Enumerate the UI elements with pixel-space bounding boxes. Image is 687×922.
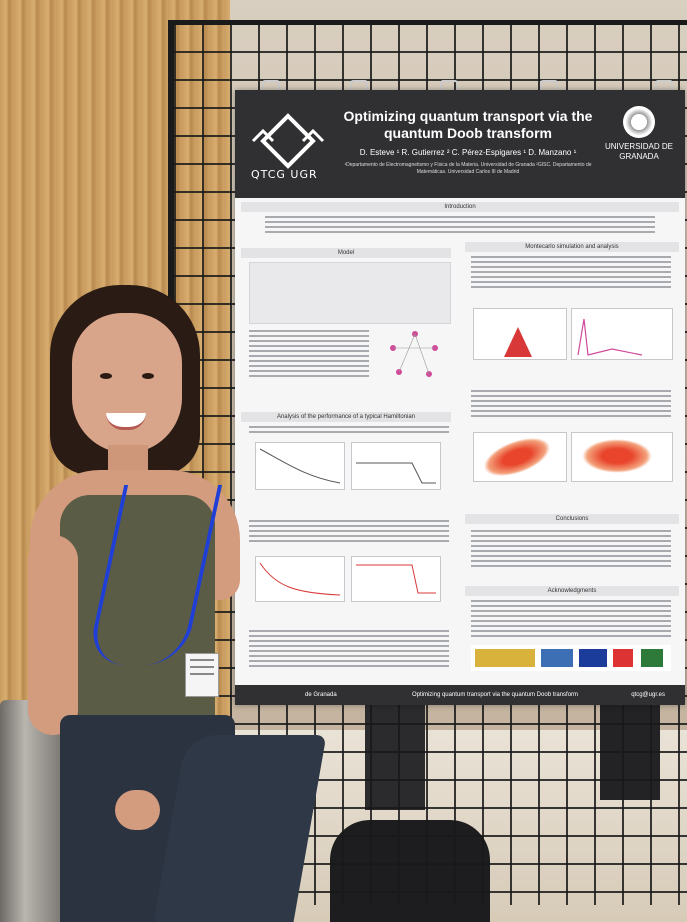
scientific-poster: QTCG UGR Optimizing quantum transport vi…: [235, 90, 685, 705]
section-analysis: Analysis of the performance of a typical…: [241, 412, 451, 422]
analysis-text: [249, 426, 449, 436]
intro-text: [265, 216, 655, 236]
presenter: [20, 285, 327, 922]
ugr-logo: UNIVERSIDAD DE GRANADA: [603, 106, 675, 186]
scatter-cloud: [582, 439, 652, 473]
analysis-plot: [255, 442, 345, 490]
scatter-cloud: [478, 429, 556, 485]
acknowledgments-text: [471, 600, 671, 640]
section-montecarlo: Montecarlo simulation and analysis: [465, 242, 679, 252]
poster-affiliation: ¹Departamento de Electromagnetismo y Fís…: [344, 162, 592, 175]
footer-title: Optimizing quantum transport via the qua…: [411, 692, 579, 698]
eu-flag-icon: [579, 649, 607, 667]
red-histogram: [504, 327, 532, 357]
footer-email: qtcg@ugr.es: [631, 692, 665, 698]
section-model: Model: [241, 248, 451, 258]
analysis-plot: [255, 556, 345, 602]
model-text: [249, 330, 369, 380]
section-conclusions: Conclusions: [465, 514, 679, 524]
partner-logo: [613, 649, 633, 667]
name-badge: [185, 653, 219, 697]
crest-icon: [623, 106, 655, 138]
analysis-text-2: [249, 520, 449, 545]
poster-footer: de Granada Optimizing quantum transport …: [235, 685, 685, 705]
analysis-text-3: [249, 630, 449, 670]
ugr-logo-text: UNIVERSIDAD DE GRANADA: [604, 142, 673, 161]
smile: [106, 413, 146, 430]
eye: [100, 373, 112, 379]
poster-title: Optimizing quantum transport via the qua…: [343, 108, 593, 141]
ministry-logo: [475, 649, 535, 667]
montecarlo-plot: [571, 308, 673, 360]
section-acknowledgments: Acknowledgments: [465, 586, 679, 596]
eye: [142, 373, 154, 379]
section-introduction: Introduction: [241, 202, 679, 212]
poster-authors: D. Esteve ¹ R. Gutierrez ² C. Pérez-Espi…: [359, 148, 577, 157]
montecarlo-text-2: [471, 390, 671, 420]
arm: [28, 535, 78, 735]
conclusions-text: [471, 530, 671, 570]
andalucia-logo: [641, 649, 663, 667]
poster-header: QTCG UGR Optimizing quantum transport vi…: [235, 90, 685, 198]
equation-box: [249, 262, 451, 324]
agency-logo: [541, 649, 573, 667]
qtcg-logo: [249, 112, 327, 190]
footer-left: de Granada: [305, 692, 337, 698]
analysis-plot: [351, 442, 441, 490]
scatter-plot: [571, 432, 673, 482]
funding-logos: [471, 645, 671, 671]
hand: [115, 790, 160, 830]
face: [72, 313, 182, 453]
montecarlo-text: [471, 256, 671, 291]
scatter-plot: [473, 429, 567, 485]
montecarlo-plot: [473, 308, 567, 360]
trash-bin: [0, 700, 62, 922]
analysis-plot: [351, 556, 441, 602]
network-diagram: [390, 331, 438, 377]
qtcg-logo-text: QTCG UGR: [251, 168, 318, 181]
